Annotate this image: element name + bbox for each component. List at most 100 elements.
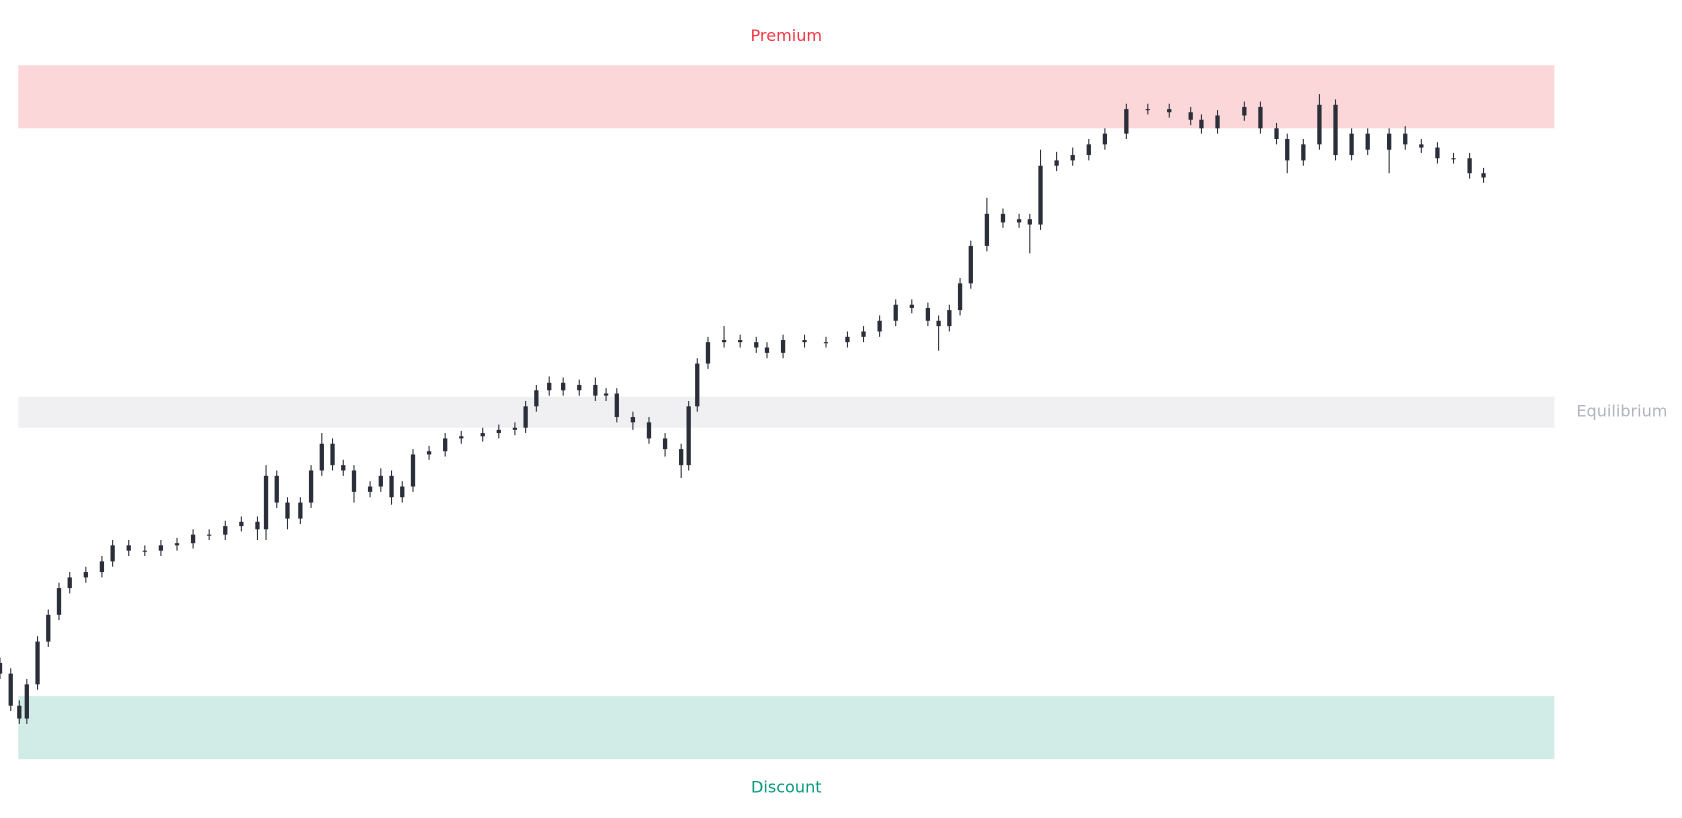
candle-body	[662, 438, 668, 450]
candle-body	[1145, 109, 1150, 111]
candle-body	[330, 443, 335, 466]
candle-body	[83, 572, 88, 578]
candle-body	[1188, 112, 1193, 120]
candle-body	[705, 342, 711, 364]
candle-body	[764, 347, 770, 353]
zone	[18, 396, 1555, 428]
candle-body	[630, 417, 636, 423]
candle-body	[1086, 144, 1091, 156]
zone-label: Discount	[751, 778, 822, 797]
candle-body	[984, 213, 990, 246]
candle-body	[1467, 158, 1472, 174]
candle-body	[686, 406, 691, 466]
candle-body	[110, 545, 115, 562]
candle-body	[802, 340, 807, 343]
candle-body	[1215, 115, 1220, 129]
candle-body	[947, 310, 952, 327]
candle-body	[909, 304, 914, 308]
candle-body	[614, 393, 619, 418]
candle-body	[0, 662, 3, 674]
candle-body	[1451, 158, 1456, 160]
candle-body	[308, 470, 314, 503]
candle-body	[1258, 106, 1263, 129]
candle-body	[780, 340, 786, 353]
candle-body	[389, 475, 394, 498]
candle-body	[8, 673, 13, 706]
candle-body	[126, 545, 131, 551]
candle-body	[459, 436, 464, 439]
candle-body	[443, 438, 448, 452]
candle-body	[738, 340, 743, 343]
candle-body	[721, 340, 727, 343]
candle-body	[190, 534, 196, 544]
candle-body	[239, 521, 244, 527]
candle-body	[351, 470, 357, 492]
candle-body	[426, 451, 432, 455]
candle-body	[1301, 144, 1306, 161]
candle-body	[957, 283, 963, 311]
candle-body	[1070, 155, 1075, 161]
candle-body	[341, 465, 346, 471]
candle-body	[1038, 165, 1043, 225]
candle-body	[561, 382, 566, 391]
candle-body	[603, 393, 609, 396]
candle-body	[1387, 133, 1392, 150]
zone	[18, 696, 1555, 760]
candle-body	[378, 475, 383, 487]
candle-body	[263, 475, 269, 530]
candle-body	[1419, 144, 1424, 148]
candle-body	[646, 422, 652, 439]
candle-body	[577, 384, 582, 391]
candle-body	[255, 521, 260, 530]
zone-label: Premium	[751, 26, 823, 45]
candle-body	[1403, 133, 1408, 145]
candle-body	[158, 545, 164, 551]
candle-body	[46, 614, 51, 642]
candle-body	[1274, 128, 1279, 140]
candle-body	[1349, 133, 1354, 156]
candle-body	[679, 449, 684, 466]
candle-body	[174, 543, 180, 546]
candle-body	[1027, 219, 1032, 225]
candle-body	[512, 427, 518, 430]
candle-body	[99, 561, 105, 573]
candle-body	[274, 475, 279, 503]
candle-body	[285, 502, 290, 519]
candle-body	[877, 320, 882, 332]
zone-label: Equilibrium	[1576, 402, 1667, 421]
zone	[18, 65, 1555, 129]
candle-body	[523, 406, 528, 428]
candle-body	[754, 342, 759, 348]
candle-body	[496, 429, 501, 434]
candle-body	[480, 433, 485, 437]
candle-body	[534, 390, 539, 407]
candle-body	[1333, 104, 1338, 156]
candle-body	[593, 384, 598, 396]
candle-body	[1167, 109, 1172, 113]
candle-body	[298, 502, 303, 519]
candle-body	[845, 336, 850, 343]
candle-body	[547, 382, 552, 391]
candle-body	[1285, 139, 1290, 161]
candle-body	[893, 304, 898, 321]
candle-body	[1016, 219, 1022, 223]
candle-body	[319, 443, 324, 471]
candle-body	[968, 245, 973, 284]
candle-body	[1481, 173, 1486, 178]
candle-body	[1054, 160, 1059, 166]
candle-body	[1365, 133, 1370, 150]
candle-body	[35, 641, 40, 685]
candle-body	[400, 486, 405, 498]
candle-body	[1242, 106, 1247, 116]
candle-body	[1435, 147, 1440, 159]
candle-body	[56, 588, 62, 615]
candle-body	[410, 454, 416, 487]
candle-body	[1124, 109, 1129, 134]
candle-body	[936, 320, 941, 327]
candle-body	[925, 307, 931, 321]
candle-body	[1199, 119, 1204, 129]
candle-body	[1000, 213, 1006, 223]
candle-body	[367, 486, 373, 492]
